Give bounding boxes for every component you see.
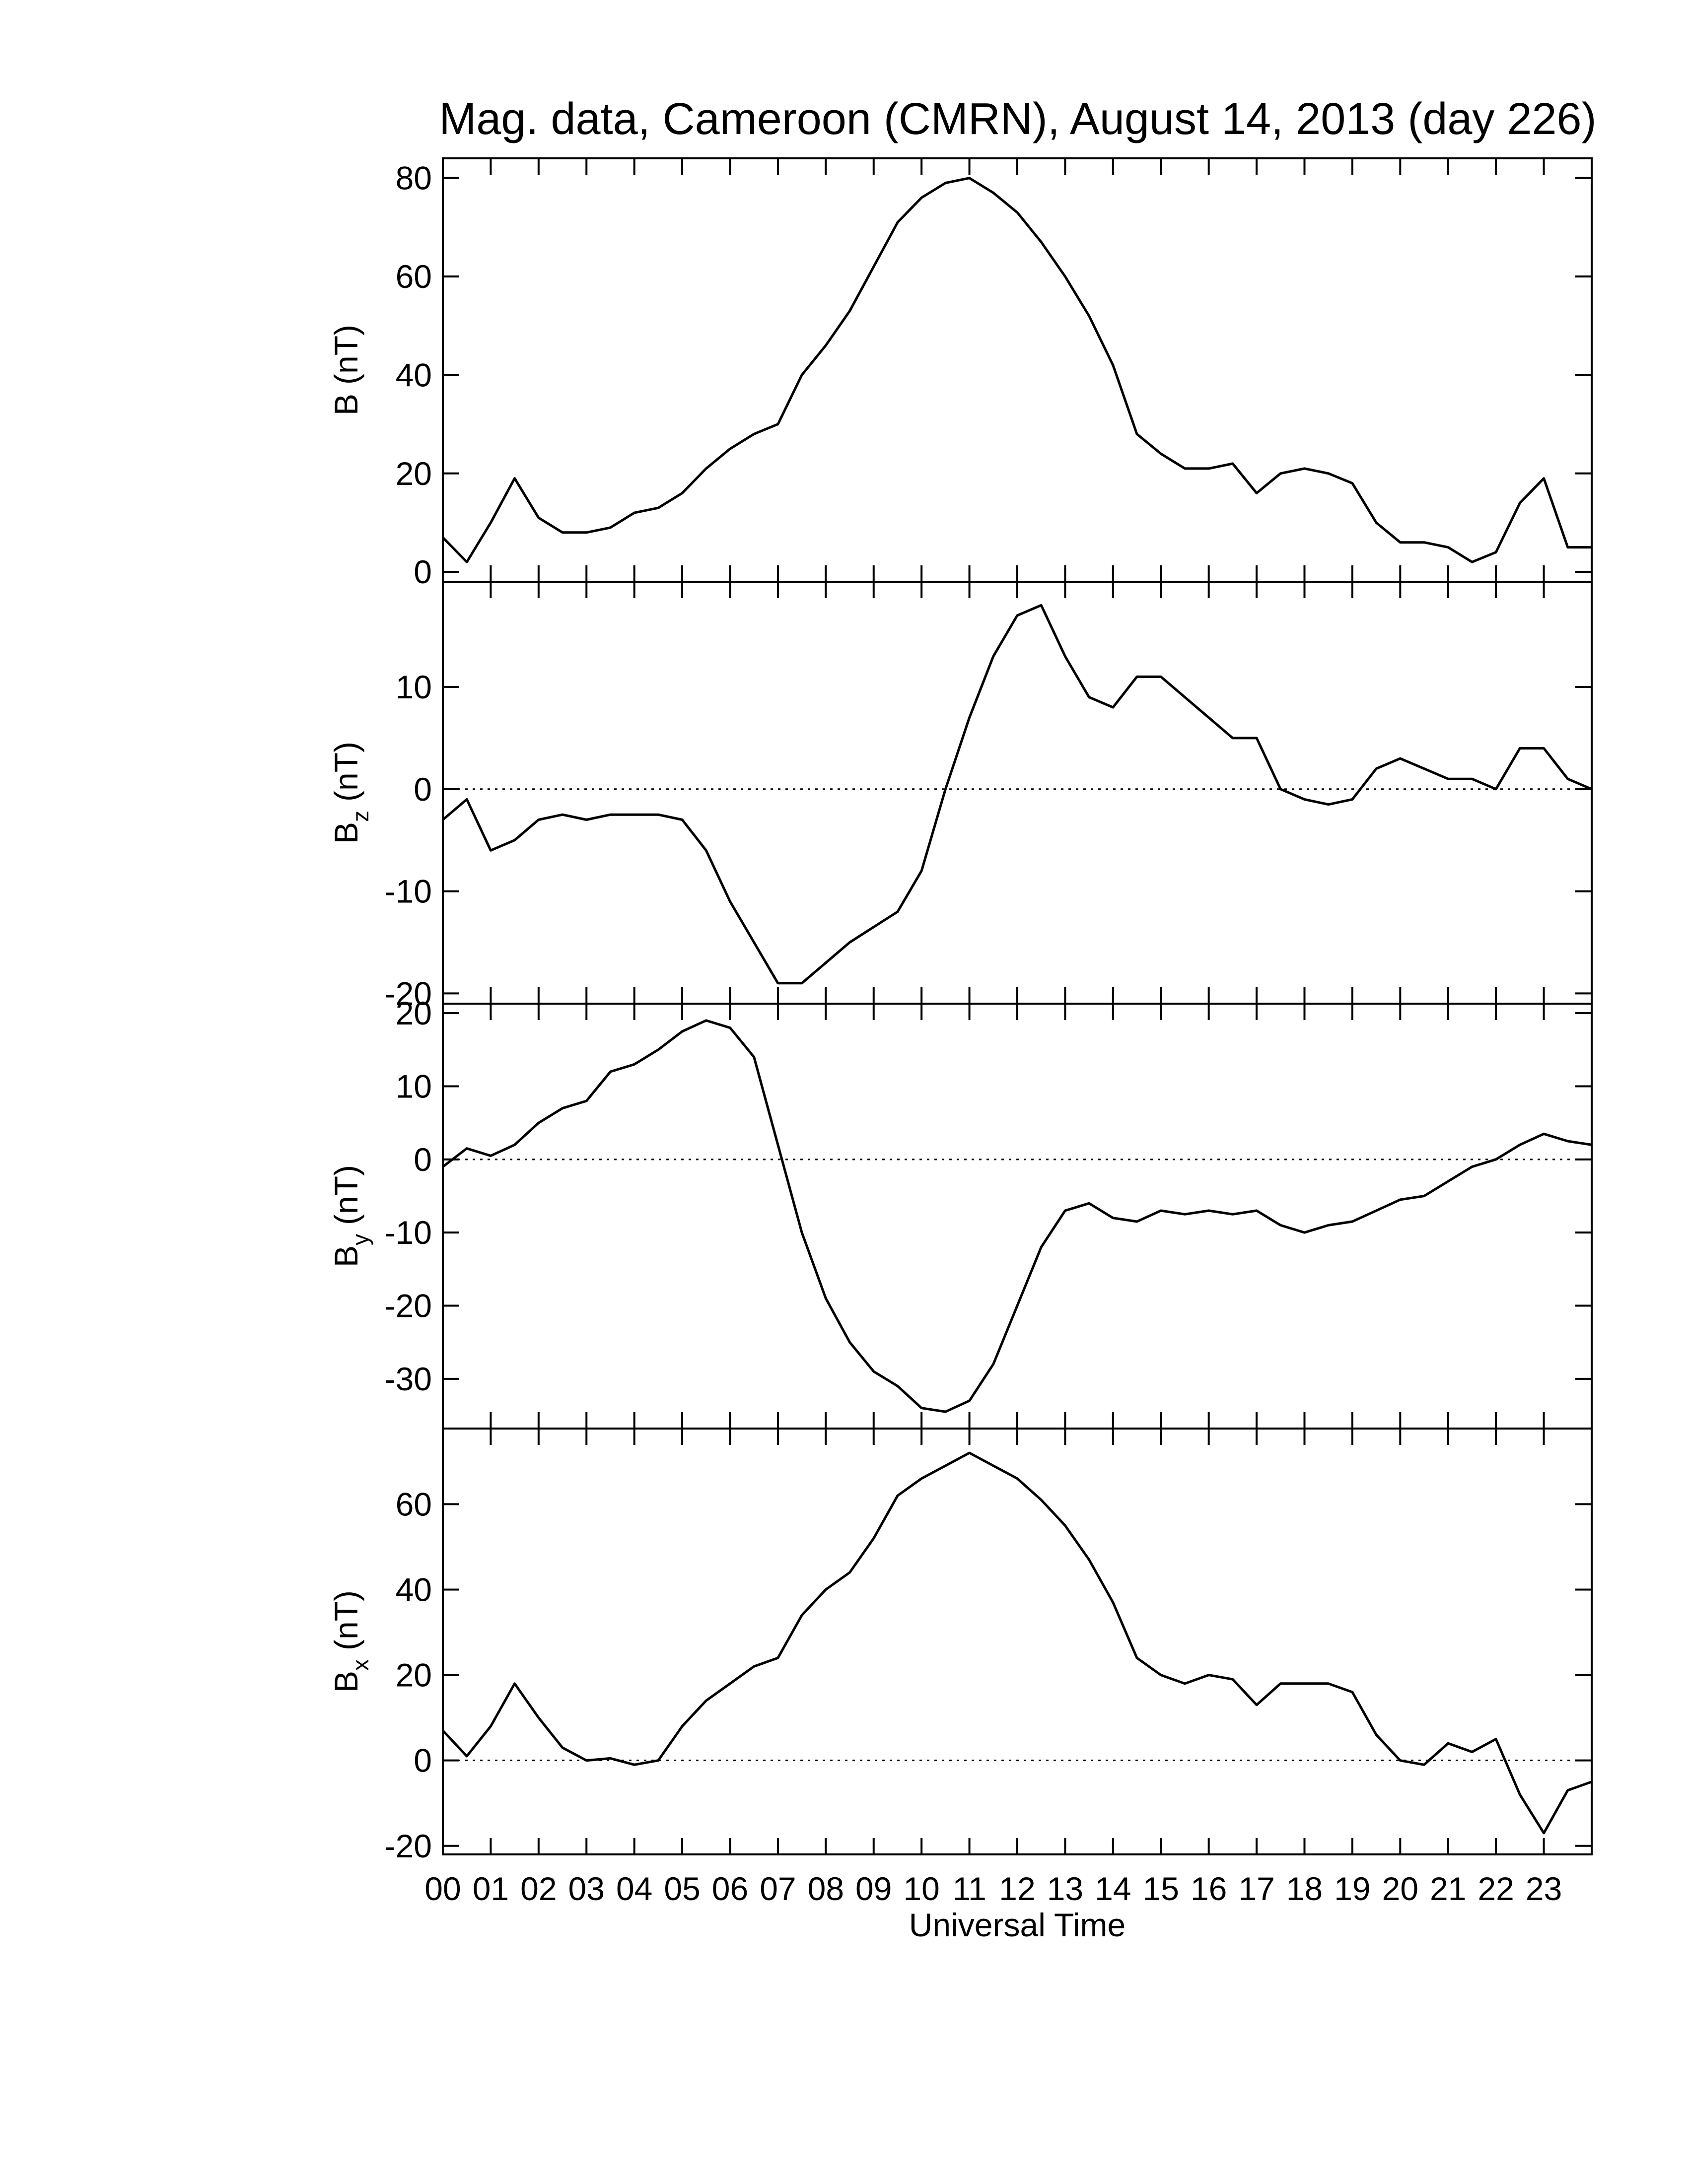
data-line bbox=[442, 604, 1592, 985]
x-tick-label: 02 bbox=[520, 1870, 557, 1907]
y-label-main: B bbox=[328, 822, 364, 844]
y-label-unit: (nT) bbox=[328, 1590, 364, 1650]
y-tick-label: 0 bbox=[414, 771, 432, 808]
y-tick-label: 60 bbox=[396, 1486, 432, 1522]
y-tick-label: 0 bbox=[414, 1742, 432, 1779]
x-tick-label: 13 bbox=[1047, 1870, 1083, 1907]
y-label-sub: z bbox=[348, 811, 373, 822]
y-label-main: B bbox=[328, 1671, 364, 1693]
y-tick-label: -20 bbox=[385, 975, 432, 1012]
x-tick-label: 21 bbox=[1430, 1870, 1466, 1907]
y-tick-label: -10 bbox=[385, 1214, 432, 1251]
y-tick-label: -20 bbox=[385, 1828, 432, 1864]
y-axis-label: B (nT) bbox=[328, 325, 364, 415]
y-label-main: B bbox=[328, 1245, 364, 1267]
y-axis-label: By (nT) bbox=[328, 1165, 373, 1267]
x-tick-label: 18 bbox=[1286, 1870, 1323, 1907]
x-tick-label: 05 bbox=[664, 1870, 700, 1907]
y-tick-label: 10 bbox=[396, 669, 432, 705]
x-axis-label: Universal Time bbox=[909, 1907, 1125, 1943]
x-tick-label: 07 bbox=[760, 1870, 796, 1907]
x-tick-label: 15 bbox=[1143, 1870, 1179, 1907]
y-tick-label: 40 bbox=[396, 1571, 432, 1608]
y-label-sub: y bbox=[348, 1234, 373, 1245]
x-tick-label: 10 bbox=[903, 1870, 939, 1907]
x-tick-label: 23 bbox=[1526, 1870, 1562, 1907]
chart-title: Mag. data, Cameroon (CMRN), August 14, 2… bbox=[439, 94, 1596, 144]
data-line bbox=[442, 1451, 1592, 1835]
x-tick-label: 06 bbox=[712, 1870, 748, 1907]
y-tick-label: -10 bbox=[385, 873, 432, 910]
y-tick-label: -30 bbox=[385, 1361, 432, 1397]
x-tick-label: 16 bbox=[1191, 1870, 1227, 1907]
y-axis-label: Bz (nT) bbox=[328, 742, 373, 844]
data-line bbox=[442, 1019, 1592, 1413]
y-tick-label: 10 bbox=[396, 1068, 432, 1104]
x-tick-label: 08 bbox=[808, 1870, 844, 1907]
y-tick-label: 20 bbox=[396, 1657, 432, 1694]
y-label-unit: (nT) bbox=[328, 325, 364, 385]
x-tick-label: 01 bbox=[473, 1870, 509, 1907]
x-tick-label: 19 bbox=[1334, 1870, 1370, 1907]
y-label-main: B bbox=[328, 394, 364, 415]
data-line bbox=[442, 177, 1592, 563]
x-tick-label: 14 bbox=[1095, 1870, 1131, 1907]
x-tick-label: 00 bbox=[424, 1870, 461, 1907]
y-tick-label: 80 bbox=[396, 160, 432, 197]
y-label-sub: x bbox=[348, 1659, 373, 1671]
y-label-unit: (nT) bbox=[328, 742, 364, 802]
x-tick-label: 03 bbox=[568, 1870, 605, 1907]
x-tick-label: 11 bbox=[952, 1870, 986, 1907]
y-tick-label: 60 bbox=[396, 258, 432, 295]
x-tick-label: 20 bbox=[1382, 1870, 1418, 1907]
x-tick-label: 12 bbox=[999, 1870, 1035, 1907]
y-tick-label: -20 bbox=[385, 1287, 432, 1324]
x-tick-label: 04 bbox=[616, 1870, 652, 1907]
y-axis-label: Bx (nT) bbox=[328, 1590, 373, 1693]
x-tick-label: 17 bbox=[1238, 1870, 1274, 1907]
y-tick-label: 20 bbox=[396, 455, 432, 492]
y-tick-label: 20 bbox=[396, 995, 432, 1031]
y-tick-label: 0 bbox=[414, 1141, 432, 1178]
x-tick-label: 09 bbox=[855, 1870, 892, 1907]
y-label-unit: (nT) bbox=[328, 1165, 364, 1225]
y-tick-label: 0 bbox=[414, 553, 432, 590]
x-tick-label: 22 bbox=[1477, 1870, 1514, 1907]
y-tick-label: 40 bbox=[396, 356, 432, 393]
